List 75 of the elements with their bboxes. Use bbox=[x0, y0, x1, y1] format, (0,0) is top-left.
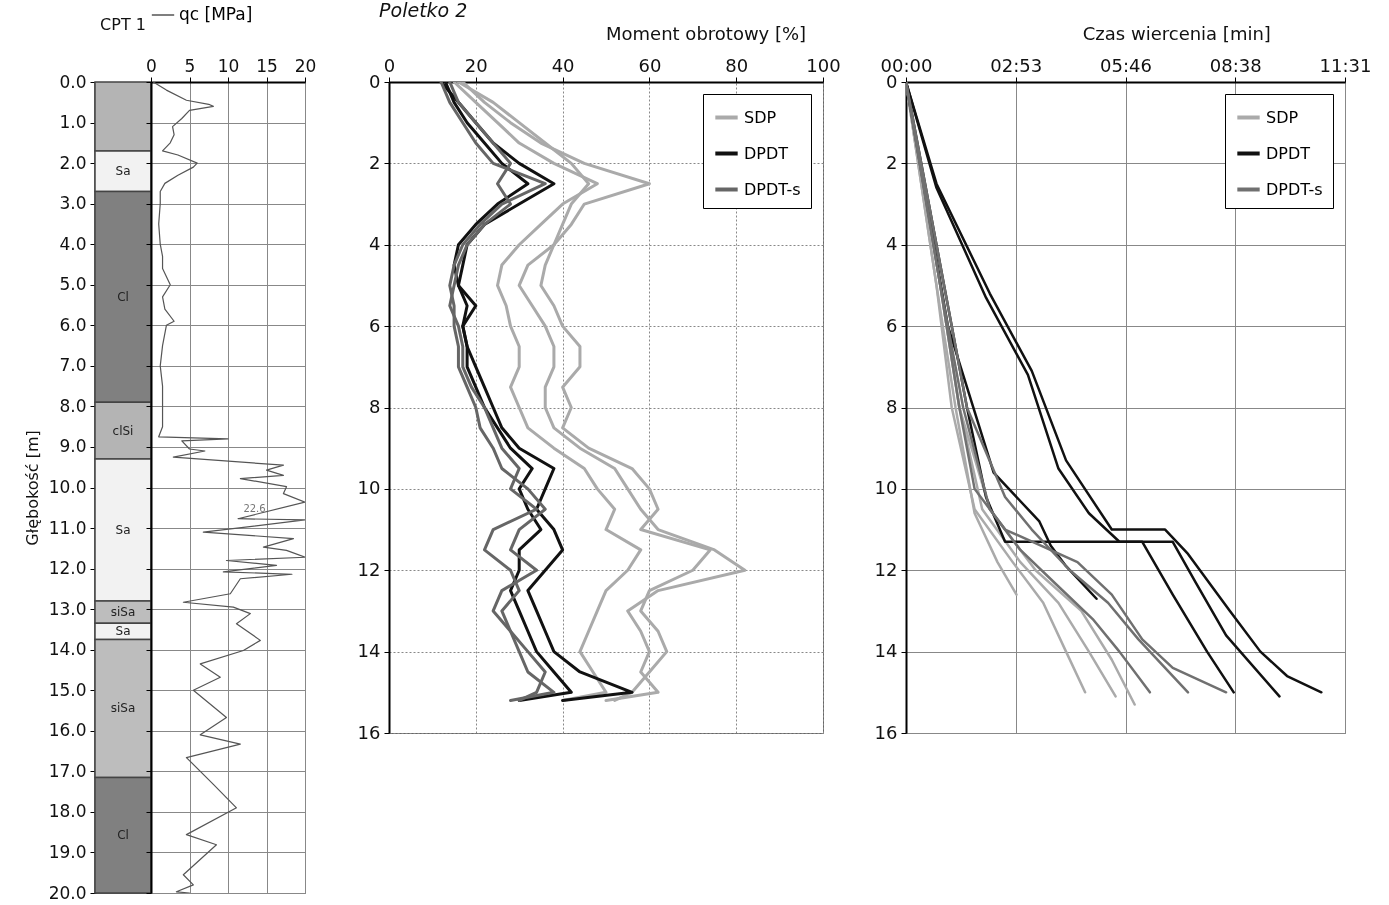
y-tick-label: 13.0 bbox=[48, 598, 87, 619]
x-tick-label: 0 bbox=[146, 55, 157, 76]
y-tick-label: 6.0 bbox=[59, 314, 87, 335]
legend-label: DPDT-s bbox=[744, 179, 801, 199]
y-tick-label: 18.0 bbox=[48, 801, 87, 822]
y-tick-label: 14.0 bbox=[48, 639, 87, 660]
x-tick-label: 60 bbox=[638, 54, 662, 76]
y-tick-label: 17.0 bbox=[48, 760, 87, 781]
y-tick-label: 4 bbox=[369, 233, 381, 255]
y-tick-label: 2 bbox=[886, 151, 898, 173]
x-tick-label: 100 bbox=[806, 54, 841, 76]
series-label: Cl bbox=[117, 828, 129, 843]
y-tick-label: 16 bbox=[874, 721, 898, 743]
legend-label: SDP bbox=[744, 107, 777, 127]
x-tick-label: 15 bbox=[256, 55, 278, 76]
y-tick-label: 2.0 bbox=[59, 152, 87, 173]
y-tick-label: 16 bbox=[357, 721, 381, 743]
series-label: Sa bbox=[115, 624, 131, 639]
y-tick-label: 12 bbox=[874, 558, 898, 580]
y-tick-label: 8 bbox=[369, 396, 381, 417]
series-label: siSa bbox=[110, 605, 136, 620]
chart-title: CPT 1 bbox=[100, 15, 146, 34]
y-tick-label: 10 bbox=[357, 477, 381, 499]
y-tick-label: 10 bbox=[874, 477, 898, 499]
x-tick-label: 11:31 bbox=[1319, 54, 1372, 76]
y-tick-label: 6 bbox=[886, 314, 898, 336]
y-tick-label: 15.0 bbox=[48, 679, 87, 700]
y-tick-label: 14 bbox=[874, 640, 898, 662]
x-tick-label: 80 bbox=[725, 54, 749, 76]
x-tick-label: 02:53 bbox=[990, 54, 1043, 76]
x-tick-label: 0 bbox=[383, 54, 396, 76]
series-label: Sa bbox=[115, 164, 131, 179]
y-tick-label: 14 bbox=[357, 640, 381, 662]
legend-label: SDP bbox=[1266, 107, 1299, 127]
series-label: Sa bbox=[115, 523, 131, 538]
x-tick-label: 5 bbox=[184, 55, 196, 76]
y-tick-label: 4.0 bbox=[59, 233, 87, 254]
x-tick-label: 20 bbox=[464, 54, 488, 76]
y-tick-label: 20.0 bbox=[48, 882, 87, 903]
y-tick-label: 19.0 bbox=[48, 841, 87, 862]
y-tick-label: 8 bbox=[886, 396, 898, 417]
y-tick-label: 10.0 bbox=[48, 477, 87, 497]
legend-label: DPDT-s bbox=[1266, 179, 1323, 199]
series-label: Cl bbox=[117, 289, 129, 304]
x-tick-label: 05:46 bbox=[1100, 54, 1152, 76]
y-tick-label: 3.0 bbox=[59, 193, 87, 214]
x-tick-label: 00:00 bbox=[880, 54, 933, 76]
y-axis-title: Głębokość [m] bbox=[22, 430, 42, 546]
y-tick-label: 8.0 bbox=[59, 395, 87, 416]
x-tick-label: 10 bbox=[217, 55, 240, 76]
y-tick-label: 11.0 bbox=[48, 517, 87, 538]
series-label: clSi bbox=[112, 423, 134, 438]
annotation: 22.6 bbox=[243, 503, 266, 515]
y-tick-label: 5.0 bbox=[59, 274, 87, 295]
y-tick-label: 9.0 bbox=[59, 436, 87, 457]
y-tick-label: 0 bbox=[369, 70, 381, 92]
x-axis-title: Moment obrotowy [%] bbox=[606, 22, 807, 44]
x-tick-label: 40 bbox=[551, 54, 575, 76]
series-label: siSa bbox=[110, 701, 136, 716]
y-tick-label: 7.0 bbox=[59, 355, 87, 376]
x-tick-label: 20 bbox=[294, 55, 317, 76]
y-tick-label: 16.0 bbox=[48, 720, 87, 741]
y-tick-label: 4 bbox=[886, 233, 898, 255]
y-tick-label: 12.0 bbox=[48, 558, 87, 579]
y-tick-label: 0.0 bbox=[59, 71, 87, 92]
x-tick-label: 08:38 bbox=[1209, 54, 1262, 76]
y-tick-label: 1.0 bbox=[59, 112, 87, 133]
legend-label: DPDT bbox=[1266, 143, 1311, 163]
y-tick-label: 2 bbox=[369, 151, 381, 173]
legend-label: DPDT bbox=[744, 143, 789, 163]
y-tick-label: 6 bbox=[369, 314, 381, 336]
chart-title: Poletko 2 bbox=[379, 0, 468, 21]
y-tick-label: 12 bbox=[357, 558, 381, 580]
legend-label: qc [MPa] bbox=[179, 4, 253, 24]
x-axis-title: Czas wiercenia [min] bbox=[1082, 22, 1271, 44]
